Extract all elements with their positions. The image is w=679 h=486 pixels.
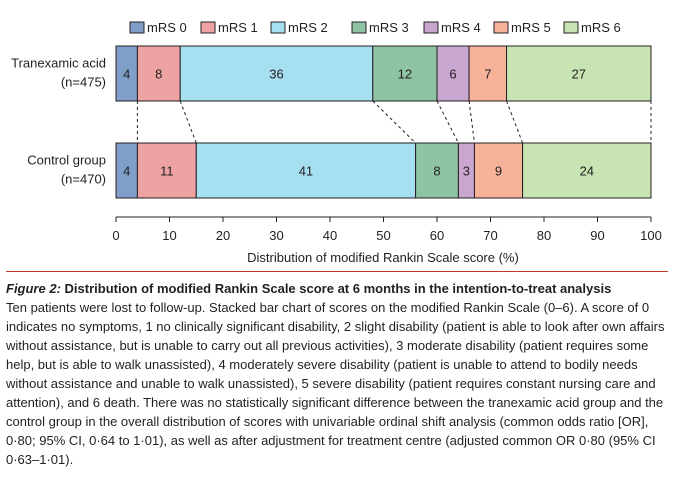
caption-rule	[6, 271, 668, 272]
bar-segment-g0-5	[468, 45, 508, 102]
x-axis: 0 10 20 30 40 50 60 70 80 90 100	[112, 216, 662, 243]
bar-value-label-g0-4: 6	[449, 67, 456, 82]
bar-value-label-g0-5: 7	[484, 67, 491, 82]
legend-swatch-1	[200, 21, 216, 34]
legend-swatch-3	[351, 21, 367, 34]
bar-value-label-g1-5: 9	[495, 164, 502, 179]
connector-line-6	[506, 100, 524, 144]
legend-label-6: mRS 6	[581, 20, 621, 35]
dashed-connectors	[136, 100, 652, 144]
group-label-0: Tranexamic acid	[11, 56, 106, 71]
group-sublabel-0: (n=475)	[61, 75, 106, 90]
bar-value-label-g0-0: 4	[123, 67, 130, 82]
legend-label-1: mRS 1	[218, 20, 258, 35]
caption-title-text: Distribution of modified Rankin Scale sc…	[64, 281, 612, 296]
legend-label-5: mRS 5	[511, 20, 551, 35]
bar-segment-g1-3	[415, 142, 459, 199]
x-tick-label-0: 0	[112, 228, 119, 243]
connector-line-2	[179, 100, 197, 144]
bar-segment-g0-1	[136, 45, 181, 102]
legend-swatch-5	[493, 21, 509, 34]
bar-value-label-g1-2: 41	[299, 164, 313, 179]
x-tick-label-10: 100	[640, 228, 662, 243]
bar-segment-g1-6	[522, 142, 652, 199]
caption-title: Figure 2: Distribution of modified Ranki…	[6, 281, 611, 296]
x-tick-label-1: 10	[162, 228, 176, 243]
connector-line-3	[372, 100, 416, 144]
legend-label-2: mRS 2	[288, 20, 328, 35]
legend-swatch-4	[423, 21, 439, 34]
figure-label: Figure 2:	[6, 281, 61, 296]
figure-caption: Figure 2: Distribution of modified Ranki…	[6, 279, 674, 469]
x-tick-label-7: 70	[483, 228, 497, 243]
legend-label-0: mRS 0	[147, 20, 187, 35]
x-tick-label-8: 80	[537, 228, 551, 243]
x-tick-label-6: 60	[430, 228, 444, 243]
bar-value-label-g1-1: 11	[160, 164, 174, 179]
bar-segment-g1-5	[473, 142, 524, 199]
bar-segment-g0-2	[179, 45, 374, 102]
bar-value-label-g0-2: 36	[269, 67, 283, 82]
bar-value-label-g0-3: 12	[398, 67, 412, 82]
x-tick-label-3: 30	[269, 228, 283, 243]
connector-line-4	[436, 100, 459, 144]
x-tick-label-9: 90	[590, 228, 604, 243]
bar-segment-g0-4	[436, 45, 470, 102]
legend-swatch-6	[563, 21, 579, 34]
bar-segment-g1-2	[195, 142, 417, 199]
bar-segment-g1-1	[136, 142, 197, 199]
bar-value-label-g0-6: 27	[572, 67, 586, 82]
bar-value-label-g1-6: 24	[580, 164, 594, 179]
caption-body: Ten patients were lost to follow-up. Sta…	[6, 300, 665, 467]
bar-groups: 4 8 36 12 6 7 27 4 11 41 8 3 9 24	[115, 45, 652, 199]
group-sublabel-1: (n=470)	[61, 172, 106, 187]
chart-legend: mRS 0 mRS 1 mRS 2 mRS 3 mRS 4 mRS 5 mRS 6	[129, 20, 621, 35]
bar-value-label-g1-4: 3	[463, 164, 470, 179]
x-tick-label-2: 20	[216, 228, 230, 243]
group-labels: Tranexamic acid (n=475) Control group (n=47…	[11, 56, 106, 187]
bar-value-label-g1-0: 4	[123, 164, 130, 179]
x-tick-label-5: 50	[376, 228, 390, 243]
x-tick-label-4: 40	[323, 228, 337, 243]
legend-label-4: mRS 4	[441, 20, 481, 35]
legend-label-3: mRS 3	[369, 20, 409, 35]
connector-line-5	[468, 100, 475, 144]
group-label-1: Control group	[27, 153, 106, 168]
x-axis-label: Distribution of modified Rankin Scale sc…	[247, 250, 519, 265]
stacked-bar-chart: mRS 0 mRS 1 mRS 2 mRS 3 mRS 4 mRS 5 mRS 6 4 8 36…	[11, 20, 662, 265]
bar-segment-g0-6	[506, 45, 652, 102]
bar-value-label-g1-3: 8	[433, 164, 440, 179]
legend-swatch-2	[270, 21, 286, 34]
legend-swatch-0	[129, 21, 145, 34]
bar-value-label-g0-1: 8	[155, 67, 162, 82]
